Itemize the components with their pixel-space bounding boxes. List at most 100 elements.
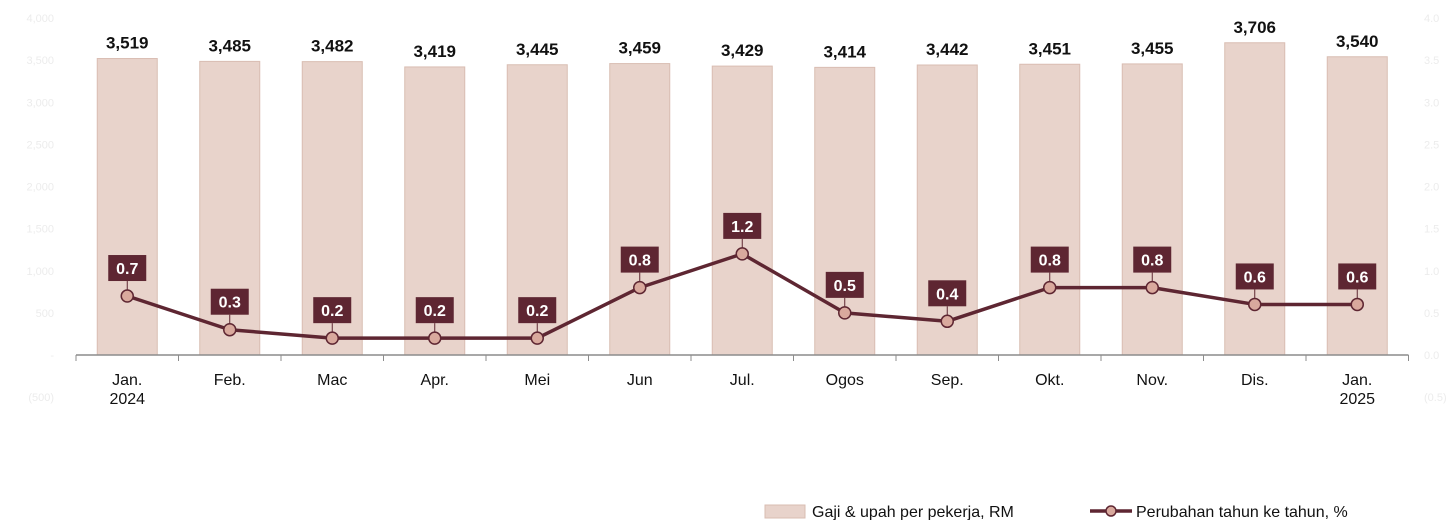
bar-value-label: 3,482: [311, 37, 354, 56]
category-label: Okt.: [1035, 372, 1064, 389]
left-tick-label: 500: [36, 308, 54, 320]
category-label: Jul.: [730, 372, 755, 389]
bar: [96, 58, 158, 356]
point-label-box: [518, 297, 557, 324]
left-tick-label: 2,500: [26, 139, 54, 151]
point-label-box: [1030, 246, 1069, 273]
point-value-label: 0.8: [1039, 253, 1061, 270]
left-tick-label: 1,500: [26, 224, 54, 236]
category-label-line: Jan.: [112, 372, 142, 389]
point-value-label: 0.7: [116, 261, 138, 278]
point-label-box: [1338, 263, 1377, 290]
category-label-line: Jul.: [730, 372, 755, 389]
point-label-box: [825, 271, 864, 298]
point-value-label: 1.2: [731, 219, 753, 236]
category-label: Dis.: [1241, 372, 1269, 389]
legend: Gaji & upah per pekerja, RM Perubahan ta…: [764, 504, 1348, 520]
left-tick-label: 1,000: [26, 266, 54, 278]
legend-line-label: Perubahan tahun ke tahun, %: [1136, 504, 1348, 520]
point-value-label: 0.3: [219, 295, 241, 312]
bar-value-label: 3,706: [1233, 18, 1276, 37]
category-label: Jan. 2025: [1339, 372, 1375, 408]
right-tick-label: 1.0: [1424, 266, 1439, 278]
category-label-line: Dis.: [1241, 372, 1269, 389]
line-point: [940, 314, 954, 329]
category-label-line: Sep.: [931, 372, 964, 389]
line-point: [530, 331, 544, 345]
line-point: [1043, 280, 1057, 295]
category-label: Ogos: [826, 372, 864, 389]
right-tick-label: 3.0: [1424, 97, 1439, 109]
category-label-line: Jun: [627, 372, 653, 389]
line-point: [1248, 297, 1262, 312]
line-point: [838, 306, 852, 320]
line-point: [1145, 280, 1159, 295]
category-label-line: Apr.: [421, 372, 449, 389]
bar: [609, 63, 671, 356]
point-label-box: [723, 212, 762, 239]
x-axis: [75, 354, 1409, 361]
category-label: Mei: [524, 372, 550, 389]
bar-series: [96, 42, 1388, 356]
point-label-box: [1235, 263, 1274, 290]
point-value-label: 0.2: [526, 303, 548, 320]
category-label: Mac: [317, 372, 347, 389]
bar-value-label: 3,455: [1131, 39, 1174, 58]
bar-value-labels: 3,519 3,485 3,482 3,419 3,445 3,459 3,429 3,414…: [106, 18, 1379, 62]
bar-value-label: 3,519: [106, 34, 149, 53]
category-label-line: Feb.: [214, 372, 246, 389]
bar: [404, 66, 466, 356]
category-label-line: Mei: [524, 372, 550, 389]
point-label-box: [313, 297, 352, 324]
bar: [1121, 63, 1183, 356]
point-value-label: 0.2: [424, 303, 446, 320]
category-labels: Jan. 2024 Feb. Mac Apr. Mei Jun Jul. Ogos Sep. Okt…: [109, 372, 1375, 408]
point-value-label: 0.5: [834, 278, 856, 295]
bar-value-label: 3,414: [823, 42, 866, 61]
point-value-label: 0.2: [321, 303, 343, 320]
point-label-box: [1133, 246, 1172, 273]
left-axis-tick-labels: (500) - 500 1,000 1,500 2,000 2,500 3,000 3,500 4…: [26, 13, 54, 404]
legend-bar-label: Gaji & upah per pekerja, RM: [812, 504, 1014, 520]
bar-value-label: 3,442: [926, 40, 969, 59]
right-tick-label: 2.5: [1424, 139, 1439, 151]
line-point: [120, 289, 134, 303]
right-tick-label: 2.0: [1424, 182, 1439, 194]
bar-value-label: 3,459: [618, 39, 661, 58]
line-point: [1350, 297, 1364, 312]
bar-value-label: 3,429: [721, 41, 764, 60]
line-point: [735, 247, 749, 261]
category-label-line: Okt.: [1035, 372, 1064, 389]
right-tick-label: (0.5): [1424, 392, 1447, 404]
line-point: [223, 322, 237, 337]
legend-bar-swatch: [764, 504, 806, 519]
category-label-line: 2025: [1339, 391, 1375, 408]
bar: [1019, 63, 1081, 356]
point-label-box: [108, 255, 147, 282]
point-label-box: [415, 297, 454, 324]
line-point: [633, 280, 647, 295]
bar: [711, 65, 773, 356]
right-axis-tick-labels: (0.5) 0.0 0.5 1.0 1.5 2.0 2.5 3.0 3.5 4.0: [1424, 13, 1447, 404]
line-series: 0.7 0.3 0.2 0.2 0.2 0.8 1.2 0.5 0.4 0.8 0.8 0.6 0.6: [108, 212, 1377, 345]
point-value-label: 0.8: [1141, 253, 1163, 270]
bar-value-label: 3,419: [413, 42, 456, 61]
category-label: Jun: [627, 372, 653, 389]
bar-value-label: 3,451: [1028, 39, 1071, 58]
line-point: [325, 331, 339, 345]
right-tick-label: 4.0: [1424, 13, 1439, 25]
right-tick-label: 1.5: [1424, 224, 1439, 236]
left-tick-label: 3,000: [26, 97, 54, 109]
category-label-line: Ogos: [826, 372, 864, 389]
right-tick-label: 0.0: [1424, 350, 1439, 362]
legend-line-marker: [1105, 505, 1117, 517]
left-tick-label: 4,000: [26, 13, 54, 25]
category-label: Apr.: [421, 372, 449, 389]
left-tick-label: 2,000: [26, 182, 54, 194]
category-label-line: Mac: [317, 372, 347, 389]
left-tick-label: -: [50, 350, 54, 362]
bar-value-label: 3,540: [1336, 32, 1379, 51]
point-value-label: 0.8: [629, 253, 651, 270]
category-label-line: 2024: [109, 391, 145, 408]
right-tick-label: 3.5: [1424, 55, 1439, 67]
